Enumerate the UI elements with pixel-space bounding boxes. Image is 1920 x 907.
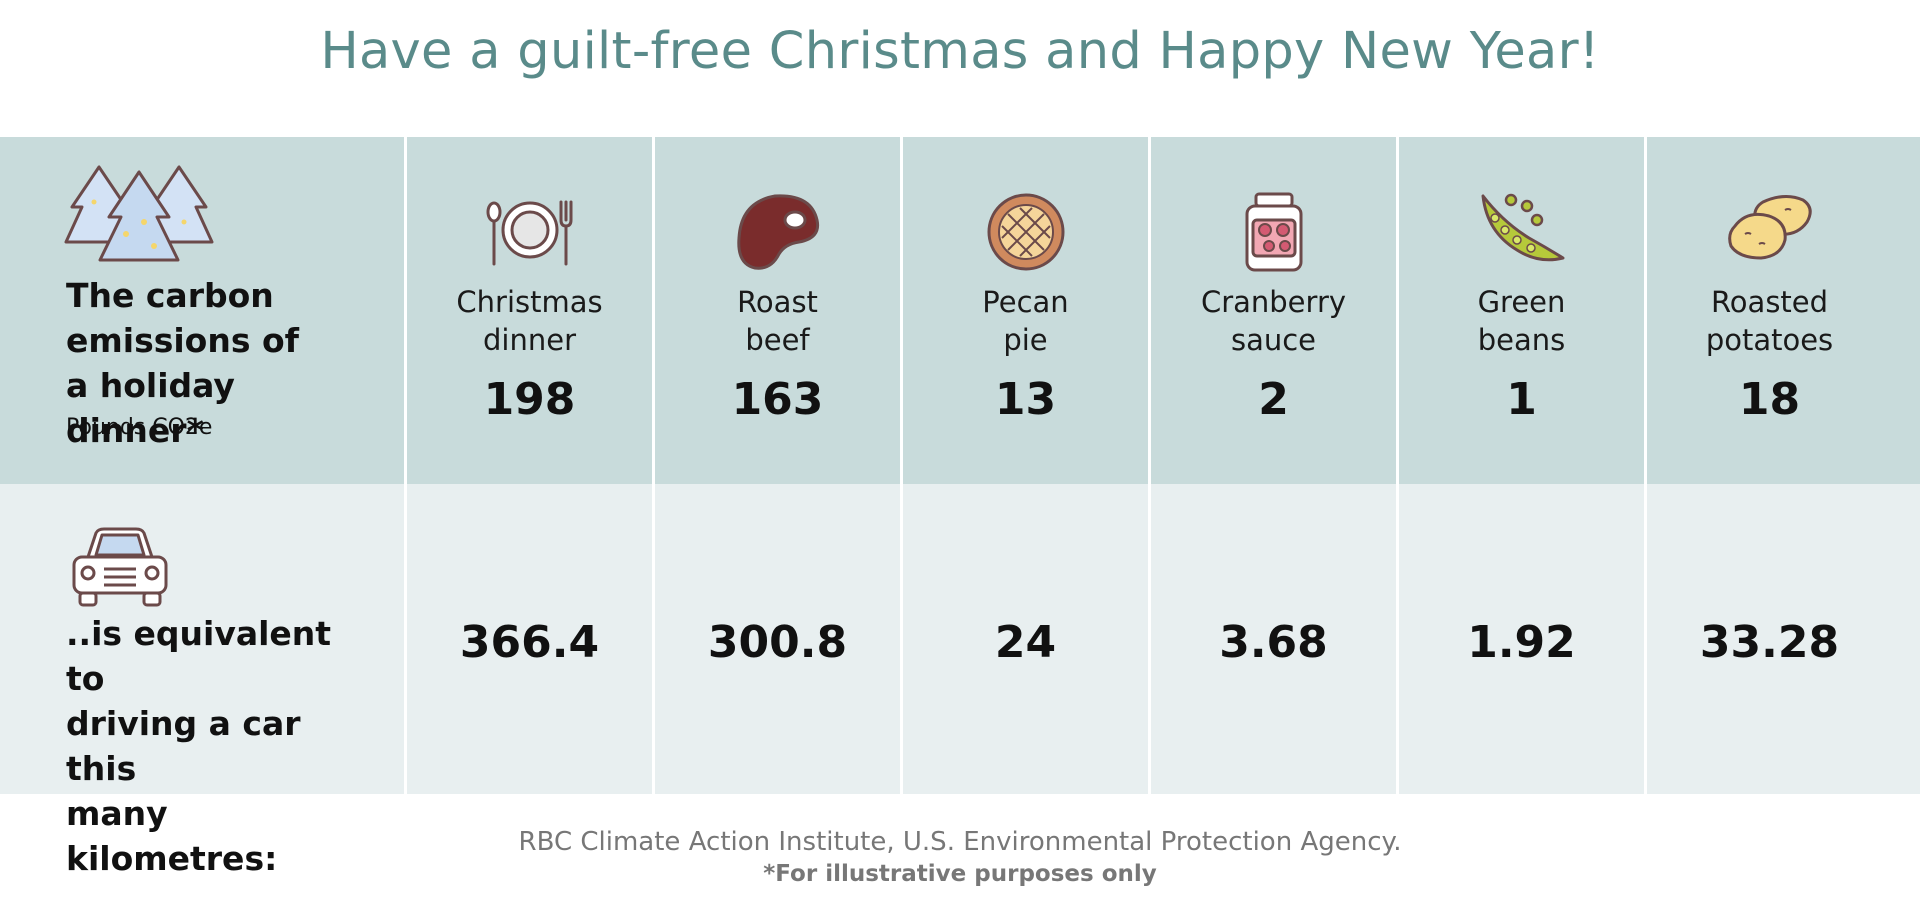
km-value: 24 — [994, 617, 1057, 668]
emissions-table: The carbon emissions of a holiday dinner… — [0, 137, 1920, 878]
km-cell-pecan-pie: 24 — [903, 484, 1148, 794]
km-value: 366.4 — [459, 617, 600, 668]
column-header-cranberry-sauce: Cranberry sauce 2 — [1151, 137, 1396, 484]
column-label-line: Cranberry — [1200, 285, 1347, 319]
plate-cutlery-icon — [486, 200, 572, 266]
column-label-line: sauce — [1230, 323, 1317, 357]
column-label: Christmas dinner — [407, 283, 652, 359]
column-label: Roasted potatoes — [1647, 283, 1892, 359]
emissions-label-line: a holiday dinner* — [66, 366, 235, 450]
emissions-value: 13 — [994, 374, 1057, 425]
emissions-value: 1 — [1506, 374, 1537, 425]
pie-icon — [987, 193, 1064, 271]
km-cell-christmas-dinner: 366.4 — [407, 484, 652, 794]
steak-icon — [736, 194, 819, 270]
column-divider — [652, 137, 655, 794]
emissions-label-line: emissions of — [66, 321, 299, 360]
column-label-line: Roasted — [1710, 285, 1829, 319]
km-label-line: ..is equivalent to — [66, 614, 332, 698]
column-header-roast-beef: Roast beef 163 — [655, 137, 900, 484]
column-label: Pecan pie — [903, 283, 1148, 359]
column-label-line: Roast — [737, 285, 818, 319]
km-value: 1.92 — [1467, 617, 1576, 668]
km-value: 3.68 — [1219, 617, 1328, 668]
column-header-pecan-pie: Pecan pie 13 — [903, 137, 1148, 484]
emissions-row-bg — [0, 137, 1920, 484]
potatoes-icon — [1727, 195, 1812, 260]
km-cell-green-beans: 1.92 — [1399, 484, 1644, 794]
column-divider — [1148, 137, 1151, 794]
column-label: Roast beef — [655, 283, 900, 359]
emissions-row-label: The carbon emissions of a holiday dinner… — [66, 273, 366, 453]
emissions-unit: Pounds CO2e — [66, 415, 213, 440]
column-label-line: potatoes — [1705, 323, 1834, 357]
km-cell-roasted-potatoes: 33.28 — [1647, 484, 1892, 794]
source-text: RBC Climate Action Institute, U.S. Envir… — [518, 827, 1402, 857]
column-divider — [900, 137, 903, 794]
column-label-line: beef — [745, 323, 810, 357]
column-label: Green beans — [1399, 283, 1644, 359]
column-label-line: dinner — [483, 323, 576, 357]
emissions-label-line: The carbon — [66, 276, 274, 315]
column-divider — [1396, 137, 1399, 794]
column-label-line: pie — [1003, 323, 1048, 357]
column-header-christmas-dinner: Christmas dinner 198 — [407, 137, 652, 484]
column-header-green-beans: Green beans 1 — [1399, 137, 1644, 484]
column-divider — [1644, 137, 1647, 794]
page-title: Have a guilt-free Christmas and Happy Ne… — [320, 22, 1600, 81]
emissions-value: 18 — [1738, 374, 1801, 425]
km-value: 300.8 — [707, 617, 848, 668]
emissions-value: 198 — [483, 374, 576, 425]
km-cell-cranberry-sauce: 3.68 — [1151, 484, 1396, 794]
emissions-value: 2 — [1258, 374, 1289, 425]
km-label-line: driving a car this — [66, 704, 301, 788]
footnote: *For illustrative purposes only — [763, 861, 1157, 887]
km-row-label: ..is equivalent to driving a car this ma… — [66, 611, 366, 881]
column-header-roasted-potatoes: Roasted potatoes 18 — [1647, 137, 1892, 484]
column-label-line: Pecan — [982, 285, 1069, 319]
column-label: Cranberry sauce — [1151, 283, 1396, 359]
km-row-bg — [0, 484, 1920, 794]
emissions-value: 163 — [731, 374, 824, 425]
car-icon — [72, 527, 168, 607]
km-cell-roast-beef: 300.8 — [655, 484, 900, 794]
km-value: 33.28 — [1699, 617, 1840, 668]
column-divider — [404, 137, 407, 794]
column-label-line: beans — [1477, 323, 1566, 357]
km-label-line: many kilometres: — [66, 794, 278, 878]
jar-icon — [1245, 192, 1302, 272]
pea-pod-icon — [1481, 193, 1564, 262]
column-label-line: Green — [1477, 285, 1566, 319]
column-label-line: Christmas — [456, 285, 603, 319]
christmas-trees-icon — [64, 165, 214, 262]
